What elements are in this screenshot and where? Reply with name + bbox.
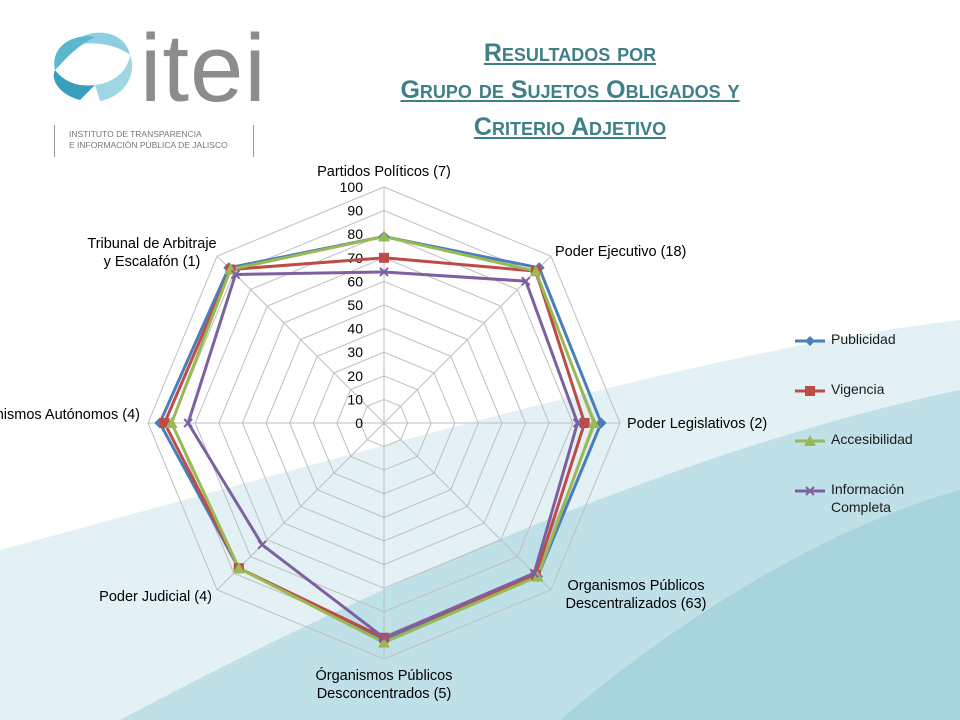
data-point (379, 252, 389, 263)
legend-marker (805, 336, 815, 346)
category-label: Poder Judicial (4) (99, 589, 212, 605)
tick-label: 80 (347, 226, 363, 242)
title-line2: Grupo de Sujetos Obligados y (400, 76, 740, 104)
legend-swatch (795, 336, 825, 346)
tick-label: 10 (347, 391, 363, 407)
legend-label: Información Completa (831, 481, 905, 515)
itei-logo: itei INSTITUTO DE TRANSPARENCIA E INFORM… (40, 19, 280, 165)
legend-marker (805, 486, 815, 496)
legend-item: Publicidad (795, 330, 955, 380)
tick-label: 70 (347, 250, 363, 266)
legend-label: Vigencia (831, 381, 885, 397)
legend-item: Vigencia (795, 380, 955, 430)
category-label: Tribunal de Arbitraje y Escalafón (1) (87, 236, 216, 270)
legend-marker (805, 386, 815, 396)
tick-label: 0 (355, 415, 363, 431)
grid-spoke (383, 422, 552, 591)
data-point (257, 540, 267, 550)
tick-label: 30 (347, 344, 363, 360)
data-point (588, 417, 601, 428)
legend-item: Accesibilidad (795, 430, 955, 480)
legend-marker (804, 435, 816, 446)
legend-label: Publicidad (831, 331, 896, 347)
category-label: Órganismos Públicos Desconcentrados (5) (316, 667, 453, 702)
tick-label: 20 (347, 368, 363, 384)
logo-subtitle-line1: INSTITUTO DE TRANSPARENCIA (69, 129, 202, 139)
data-point (529, 568, 539, 578)
legend-label: Accesibilidad (831, 431, 913, 447)
title-line1: Resultados por (483, 39, 657, 67)
data-point (232, 562, 245, 574)
data-point (378, 230, 390, 242)
data-point (521, 276, 531, 286)
tick-label: 50 (347, 297, 363, 313)
logo-wordmark: itei (140, 15, 267, 122)
chart-legend: Publicidad Vigencia Accesibilidad Informaci… (795, 330, 955, 530)
tick-label: 90 (347, 203, 363, 219)
legend-swatch (795, 435, 825, 446)
logo-subtitle: INSTITUTO DE TRANSPARENCIA E INFORMACIÓN… (54, 125, 254, 157)
data-point (529, 265, 542, 277)
category-label: Poder Ejecutivo (18) (555, 244, 686, 260)
series-line (163, 256, 587, 640)
category-label: Poder Legislativos (2) (627, 416, 767, 432)
title-line3: Criterio Adjetivo (473, 113, 667, 141)
data-point (165, 417, 178, 428)
data-point (230, 269, 241, 280)
legend-swatch (795, 386, 825, 396)
data-point (159, 418, 170, 428)
tick-label: 40 (347, 321, 363, 337)
data-point (572, 418, 583, 428)
page-title: Resultados por Grupo de Sujetos Obligado… (300, 35, 840, 146)
data-point (378, 636, 390, 648)
legend-swatch (795, 486, 825, 496)
grid-spoke (216, 255, 385, 424)
category-label: Partidos Políticos (7) (317, 164, 451, 180)
logo-subtitle-line2: E INFORMACIÓN PÚBLICA DE JALISCO (69, 140, 228, 150)
category-label: Organismos Públicos Descentralizados (63) (565, 578, 706, 612)
data-point (183, 418, 193, 428)
logo-swirl-icon (53, 32, 133, 101)
data-point (379, 267, 389, 277)
tick-label: 100 (340, 179, 364, 195)
category-label: Organismos Autónomos (4) (0, 407, 140, 423)
legend-item: Información Completa (795, 480, 955, 530)
data-point (579, 418, 590, 428)
tick-label: 60 (347, 273, 363, 289)
grid-spoke (216, 422, 385, 591)
data-point (379, 633, 389, 643)
